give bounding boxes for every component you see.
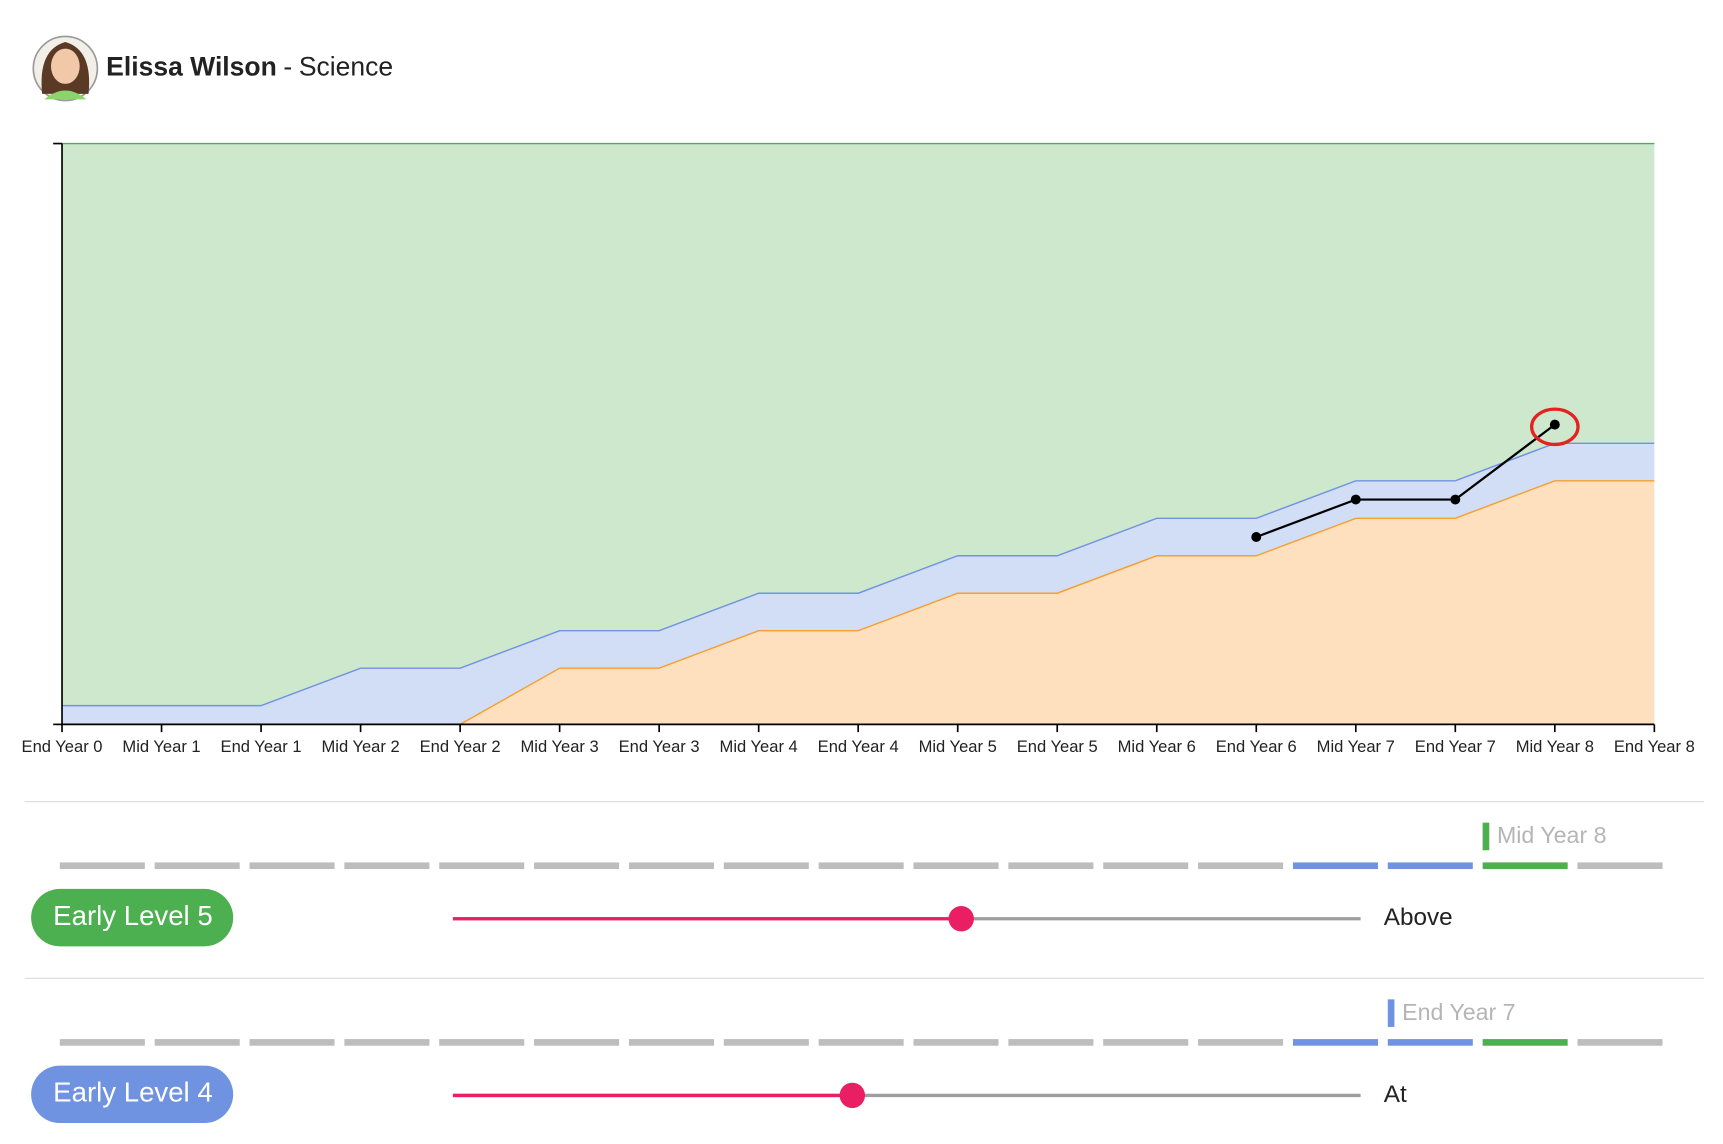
term-segment bbox=[154, 1039, 240, 1046]
term-segment bbox=[534, 1039, 620, 1046]
term-segment bbox=[1387, 1039, 1473, 1046]
band-line bbox=[62, 442, 1655, 707]
term-segment bbox=[723, 862, 809, 870]
band-area bbox=[62, 443, 1655, 725]
x-tick-label: End Year 3 bbox=[619, 737, 700, 756]
term-segment bbox=[913, 862, 999, 870]
term-segment bbox=[1577, 862, 1663, 870]
student-point bbox=[1549, 419, 1560, 430]
x-tick-label: End Year 4 bbox=[818, 737, 899, 756]
x-tick-label: Mid Year 5 bbox=[919, 737, 997, 756]
term-segment bbox=[1292, 1039, 1378, 1046]
highlight-ring bbox=[1529, 407, 1580, 447]
term-segment bbox=[913, 1039, 999, 1046]
term-segment bbox=[154, 862, 240, 870]
x-tick-label: Mid Year 2 bbox=[321, 737, 399, 756]
term-marker bbox=[1482, 822, 1490, 851]
student-point bbox=[1251, 532, 1262, 542]
slider-thumb bbox=[839, 1082, 866, 1109]
term-segment bbox=[59, 862, 145, 870]
x-tick-label: Mid Year 4 bbox=[720, 737, 798, 756]
term-segment bbox=[344, 862, 430, 870]
term-segment bbox=[439, 1039, 525, 1046]
term-segment bbox=[249, 1039, 335, 1046]
status-label: At bbox=[1384, 1081, 1407, 1108]
x-tick-label: End Year 8 bbox=[1614, 737, 1695, 756]
term-segment bbox=[628, 862, 714, 870]
term-segment bbox=[818, 1039, 904, 1046]
level-pill bbox=[31, 1065, 234, 1124]
term-segment bbox=[59, 1039, 145, 1046]
term-segment bbox=[1387, 862, 1473, 870]
term-label: Mid Year 8 bbox=[1497, 822, 1607, 848]
term-segment bbox=[1103, 1039, 1189, 1046]
term-segment bbox=[1008, 1039, 1094, 1046]
slider-thumb bbox=[948, 906, 974, 932]
x-tick-label: Mid Year 3 bbox=[521, 737, 599, 756]
term-segment bbox=[1103, 862, 1189, 870]
term-segment bbox=[1577, 1039, 1663, 1046]
student-line bbox=[1255, 423, 1556, 539]
status-label: Above bbox=[1384, 904, 1453, 931]
level-label: Early Level 4 bbox=[53, 1077, 213, 1108]
subject: Science bbox=[299, 51, 393, 81]
x-tick-label: End Year 1 bbox=[221, 737, 302, 756]
term-segment bbox=[818, 862, 904, 870]
level-label: Early Level 5 bbox=[53, 900, 213, 931]
term-segment bbox=[1198, 862, 1284, 870]
x-tick-label: End Year 7 bbox=[1415, 737, 1496, 756]
x-tick-label: End Year 2 bbox=[420, 737, 501, 756]
term-segment bbox=[534, 862, 620, 870]
term-segment bbox=[1008, 862, 1094, 870]
x-tick-label: Mid Year 1 bbox=[122, 737, 200, 756]
term-marker bbox=[1387, 999, 1395, 1027]
term-segment bbox=[1482, 862, 1568, 870]
x-tick-label: End Year 0 bbox=[22, 737, 103, 756]
student-point bbox=[1350, 494, 1361, 505]
term-segment bbox=[249, 862, 335, 870]
avatar bbox=[32, 35, 99, 102]
term-segment bbox=[1292, 862, 1378, 870]
student-name: Elissa Wilson bbox=[106, 51, 277, 81]
student-point bbox=[1450, 494, 1461, 505]
term-segment bbox=[628, 1039, 714, 1046]
term-segment bbox=[723, 1039, 809, 1046]
x-tick-label: Mid Year 7 bbox=[1317, 737, 1395, 756]
level-pill bbox=[31, 888, 234, 947]
x-tick-label: End Year 6 bbox=[1216, 737, 1297, 756]
x-tick-label: Mid Year 6 bbox=[1118, 737, 1196, 756]
term-segment bbox=[1482, 1039, 1568, 1046]
x-tick-label: Mid Year 8 bbox=[1516, 737, 1594, 756]
term-segment bbox=[1198, 1039, 1284, 1046]
term-label: End Year 7 bbox=[1402, 999, 1515, 1025]
area-above bbox=[62, 143, 1655, 706]
page-header: Elissa Wilson - Science bbox=[106, 51, 393, 81]
band-area bbox=[62, 480, 1655, 725]
separator: - bbox=[283, 51, 292, 81]
x-tick-label: End Year 5 bbox=[1017, 737, 1098, 756]
term-segment bbox=[344, 1039, 430, 1046]
term-segment bbox=[439, 862, 525, 870]
